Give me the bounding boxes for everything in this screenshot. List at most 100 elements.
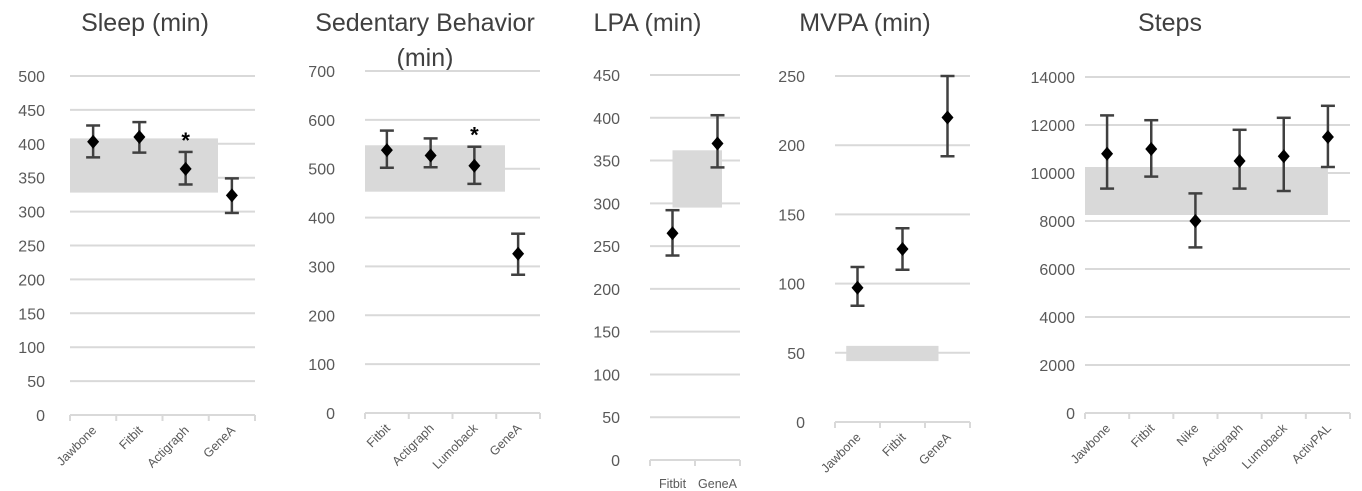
y-tick-label: 0 (1066, 406, 1075, 423)
y-tick-label: 400 (308, 211, 335, 228)
chart-panel-steps: Steps 0 2000 4000 6000 8000 10000 12000 14000 Ja… (980, 0, 1360, 491)
reference-band (846, 345, 939, 362)
data-point (179, 161, 192, 176)
chart-panel-mvpa: MVPA (min) 0 50 100 150 200 250 Jawbone Fitbit G… (750, 0, 980, 491)
y-tick-label: 12000 (1031, 118, 1076, 135)
y-tick-label: 300 (308, 259, 335, 276)
chart-svg: 0 50 100 150 200 250 300 350 400 450 Fitbit GeneA (593, 68, 741, 491)
x-tick-label: Actigraph (145, 423, 192, 470)
x-tick-label: Fitbit (364, 421, 393, 450)
y-tick-label: 150 (18, 306, 45, 323)
chart-panel-sleep: Sleep (min) 0 50 100 150 200 250 300 350 400 450 5… (0, 0, 275, 491)
data-point (851, 280, 864, 295)
y-tick-label: 500 (18, 69, 45, 86)
x-tick-label: Jawbone (1068, 421, 1113, 466)
data-point (133, 130, 146, 145)
y-tick-label: 200 (778, 138, 805, 155)
data-point (1189, 214, 1202, 228)
chart-svg: 0 50 100 150 200 250 300 350 400 450 500 Jawbone Fit… (18, 69, 256, 470)
chart-svg: 0100200300400500600700FitbitActigraphLum… (308, 64, 541, 472)
x-tick-label: GeneA (201, 423, 239, 461)
y-tick-label: 350 (593, 154, 620, 171)
reference-band (70, 138, 218, 193)
data-point (225, 188, 238, 203)
data-point (87, 134, 100, 149)
data-point (896, 242, 909, 256)
y-tick-label: 2000 (1039, 358, 1075, 375)
significance-marker: * (181, 128, 190, 153)
y-tick-label: 50 (787, 346, 805, 363)
y-tick-label: 0 (611, 453, 620, 470)
data-point (711, 136, 724, 151)
x-tick-label: Fitbit (880, 430, 909, 459)
x-tick-label: Fitbit (659, 477, 687, 491)
x-tick-label: Lumoback (430, 421, 481, 472)
data-point (941, 110, 954, 125)
y-tick-label: 50 (602, 410, 620, 427)
y-tick-label: 300 (593, 196, 620, 213)
chart-svg: 0 50 100 150 200 250 Jawbone Fitbit GeneA (778, 69, 971, 476)
y-tick-label: 200 (593, 282, 620, 299)
y-tick-label: 250 (778, 69, 805, 86)
reference-band (1085, 167, 1328, 215)
reference-band (672, 150, 722, 208)
y-tick-label: 500 (308, 162, 335, 179)
y-tick-label: 250 (18, 239, 45, 256)
x-tick-label: Fitbit (116, 423, 145, 452)
x-tick-label: Jawbone (818, 430, 863, 475)
y-tick-label: 50 (27, 374, 45, 391)
x-tick-label: GeneA (487, 421, 525, 459)
y-tick-label: 700 (308, 64, 335, 81)
data-point (1233, 154, 1246, 168)
x-tick-label: Fitbit (1128, 421, 1157, 450)
chart-title: LPA (min) (593, 9, 702, 37)
chart-title: Sleep (min) (81, 9, 209, 37)
x-tick-label: Jawbone (54, 423, 99, 468)
y-tick-label: 0 (796, 415, 805, 432)
x-tick-label: Lumoback (1239, 421, 1290, 472)
y-tick-label: 150 (593, 325, 620, 342)
data-point (1277, 149, 1290, 164)
data-point (1321, 130, 1334, 144)
y-tick-label: 6000 (1039, 262, 1075, 279)
data-point (666, 226, 679, 241)
data-point (1145, 142, 1158, 156)
y-tick-label: 10000 (1031, 166, 1076, 183)
x-tick-label: GeneA (916, 430, 954, 468)
chart-panel-sedentary: Sedentary Behavior (min) 0 100 200 300 400 50… (275, 0, 545, 491)
y-tick-label: 200 (18, 272, 45, 289)
chart-panel-lpa: LPA (min) 0 50 100 150 200 250 300 350 400 450 Fit… (545, 0, 750, 491)
y-tick-label: 100 (18, 340, 45, 357)
chart-title: MVPA (min) (799, 9, 931, 37)
chart-svg: 0 2000 4000 6000 8000 10000 12000 14000 Jawbone F… (1031, 70, 1351, 472)
x-tick-label: ActivPAL (1289, 421, 1334, 466)
data-point (380, 143, 393, 158)
y-tick-label: 450 (593, 68, 620, 85)
y-tick-label: 400 (593, 111, 620, 128)
data-point (424, 148, 437, 163)
y-tick-label: 100 (308, 357, 335, 374)
data-point (1101, 146, 1114, 161)
y-tick-label: 0 (326, 406, 335, 423)
significance-marker: * (470, 123, 479, 148)
x-tick-label: GeneA (698, 477, 738, 491)
y-tick-label: 150 (778, 207, 805, 224)
y-tick-label: 450 (18, 103, 45, 120)
data-point (468, 158, 481, 173)
y-tick-label: 8000 (1039, 214, 1075, 231)
y-tick-label: 100 (593, 367, 620, 384)
y-tick-label: 100 (778, 277, 805, 294)
y-tick-label: 200 (308, 308, 335, 325)
y-tick-label: 0 (36, 408, 45, 425)
y-tick-label: 14000 (1031, 70, 1076, 87)
chart-title: Sedentary Behavior (min) (315, 9, 535, 72)
y-tick-label: 400 (18, 137, 45, 154)
y-tick-label: 600 (308, 113, 335, 130)
x-tick-label: Nike (1174, 421, 1202, 449)
y-tick-label: 4000 (1039, 310, 1075, 327)
chart-title: Steps (1138, 9, 1202, 37)
y-tick-label: 250 (593, 239, 620, 256)
data-point (512, 246, 525, 261)
y-tick-label: 300 (18, 205, 45, 222)
y-tick-label: 350 (18, 171, 45, 188)
